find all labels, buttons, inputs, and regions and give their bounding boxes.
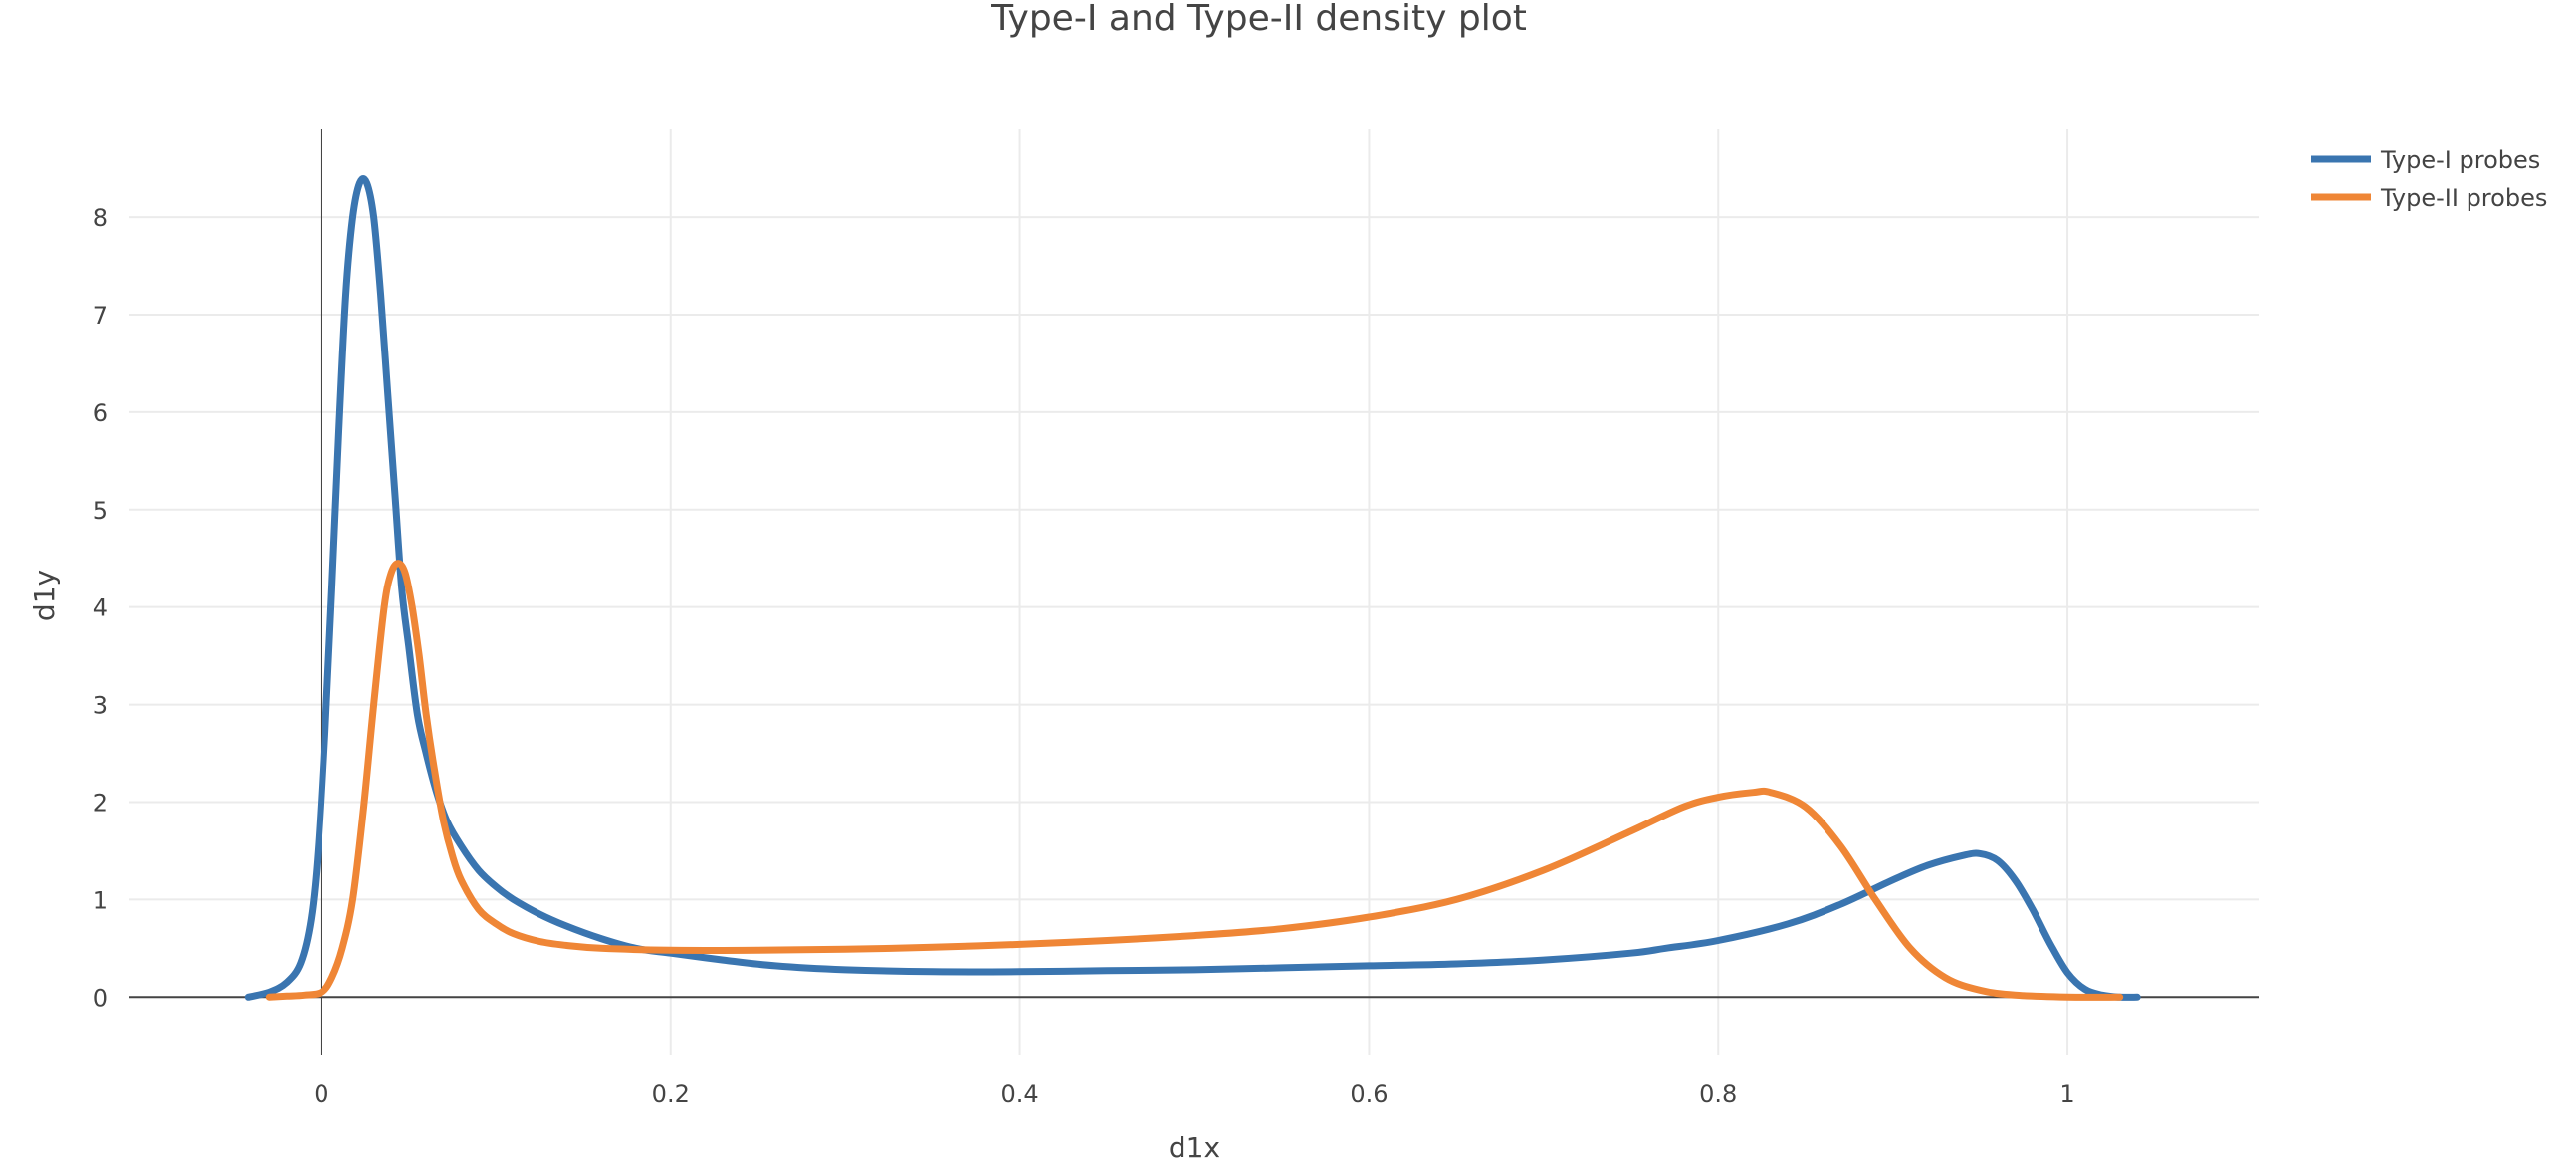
series-line-type-i[interactable] bbox=[244, 175, 2141, 1001]
y-tick-label: 1 bbox=[93, 886, 107, 914]
y-tick-label: 7 bbox=[93, 302, 107, 330]
x-tick-label: 0.4 bbox=[1001, 1080, 1039, 1108]
y-tick-label: 6 bbox=[93, 399, 107, 427]
y-tick-label: 2 bbox=[93, 789, 107, 817]
x-tick-label: 0 bbox=[314, 1080, 328, 1108]
chart-title: Type-I and Type-II density plot bbox=[990, 0, 1527, 39]
legend-label: Type-II probes bbox=[2380, 184, 2547, 212]
y-tick-label: 5 bbox=[93, 497, 107, 525]
x-tick-label: 0.8 bbox=[1699, 1080, 1737, 1108]
y-tick-label: 4 bbox=[93, 594, 107, 622]
legend-item-type-ii[interactable]: Type-II probes bbox=[2311, 184, 2547, 212]
legend-label: Type-I probes bbox=[2380, 146, 2540, 174]
x-axis-ticks: 0 0.2 0.4 0.6 0.8 1 bbox=[314, 1080, 2074, 1108]
y-tick-label: 0 bbox=[93, 984, 107, 1012]
grid bbox=[129, 129, 2259, 1055]
axes bbox=[129, 129, 2259, 1055]
legend-item-type-i[interactable]: Type-I probes bbox=[2311, 146, 2540, 174]
y-axis-ticks: 0 1 2 3 4 5 6 7 8 bbox=[93, 204, 107, 1012]
y-axis-title: d1y bbox=[28, 570, 61, 621]
x-tick-label: 0.6 bbox=[1350, 1080, 1388, 1108]
x-axis-title: d1x bbox=[1169, 1131, 1220, 1164]
legend[interactable]: Type-I probes Type-II probes bbox=[2311, 146, 2547, 212]
y-tick-label: 8 bbox=[93, 204, 107, 232]
x-tick-label: 0.2 bbox=[652, 1080, 690, 1108]
series-lines bbox=[244, 175, 2141, 1001]
y-tick-label: 3 bbox=[93, 692, 107, 720]
x-tick-label: 1 bbox=[2059, 1080, 2074, 1108]
series-line-type-ii[interactable] bbox=[265, 560, 2124, 1001]
